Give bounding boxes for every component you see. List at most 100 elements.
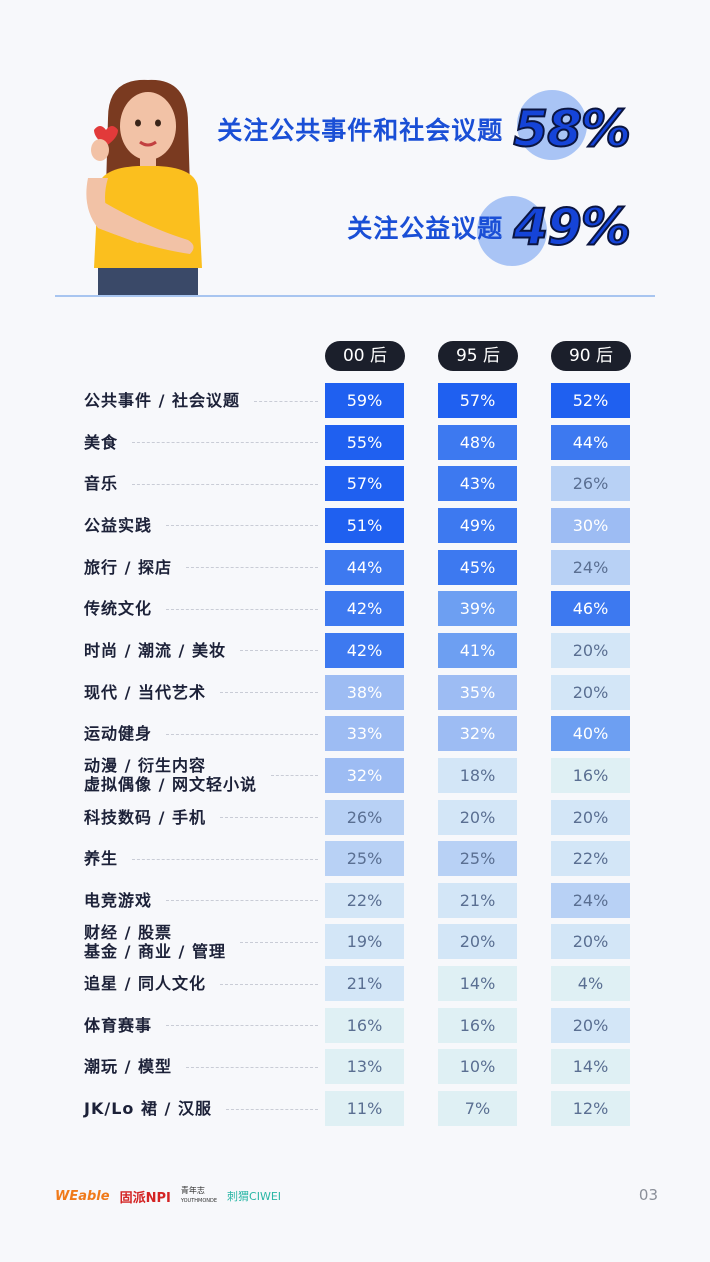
logo-ciwei: 刺猬CIWEI [227,1190,282,1203]
row-label: 体育赛事 [84,1016,152,1035]
row-label: 运动健身 [84,724,152,743]
section-divider [55,295,655,297]
value-cell: 25% [438,841,517,877]
stat-public-welfare: 关注公益议题 49% [347,196,632,266]
row-leader-dots [166,1025,318,1027]
value-cell: 20% [551,1007,630,1043]
value-cell: 44% [551,424,630,460]
woman-illustration [86,79,202,296]
value-cell: 20% [551,632,630,668]
value-cell: 25% [325,841,404,877]
value-cell: 59% [325,383,404,418]
value-cell: 7% [438,1091,517,1127]
row-leader-dots [239,650,318,652]
value-cell: 24% [551,549,630,585]
value-cell: 40% [551,716,630,752]
stat-label: 关注公共事件和社会议题 [217,116,504,145]
row-label: 公共事件 / 社会议题 [84,391,240,410]
column-header: 90 后 [551,341,631,371]
row-label: 现代 / 当代艺术 [84,683,206,702]
value-cell: 12% [551,1091,630,1127]
value-cell: 39% [438,591,517,627]
row-label: 时尚 / 潮流 / 美妆 [84,641,226,660]
value-cell: 32% [325,757,404,793]
row-label-line: 旅行 / 探店 [84,557,172,577]
logo-npi: 固派NPI [119,1190,171,1206]
value-cell: 24% [551,882,630,918]
value-cell: 13% [325,1049,404,1085]
value-cell: 20% [551,799,630,835]
value-cell: 26% [551,466,630,502]
value-cell: 46% [551,591,630,627]
row-leader-dots [166,608,318,610]
row-label-line: 现代 / 当代艺术 [84,682,206,702]
row-label-line: 传统文化 [84,599,153,619]
row-label-line: 财经 / 股票 [84,922,172,942]
row-label: 养生 [84,849,118,868]
row-label-line: 基金 / 商业 / 管理 [84,941,226,961]
logo-qingnianzhi-name: 青年志 [180,1186,205,1195]
row-leader-dots [166,525,318,527]
column-header: 00 后 [325,341,405,371]
value-cell: 20% [551,674,630,710]
row-label-line: 公共事件 / 社会议题 [84,391,240,410]
value-cell: 42% [325,632,404,668]
value-cell: 55% [325,424,404,460]
logo-weable: WEable [55,1188,110,1204]
value-cell: 30% [551,507,630,543]
row-label-line: 追星 / 同人文化 [84,974,206,994]
page-number: 03 [638,1186,658,1204]
logo-qingnianzhi-sub: YOUTHMONDE [180,1198,218,1204]
row-label: 动漫 / 衍生内容 虚拟偶像 / 网文轻小说 [84,756,257,794]
value-cell: 20% [551,924,630,960]
value-cell: 44% [325,549,404,585]
value-cell: 16% [551,757,630,793]
row-leader-dots [225,1108,318,1110]
value-cell: 14% [551,1049,630,1085]
value-cell: 43% [438,466,517,502]
value-cell: 4% [551,966,630,1002]
row-leader-dots [220,692,318,694]
footer-logos: WEable 固派NPI 青年志 YOUTHMONDE 刺猬CIWEI [55,1186,281,1206]
value-cell: 22% [551,841,630,877]
value-cell: 14% [438,966,517,1002]
value-cell: 21% [438,882,517,918]
row-leader-dots [132,858,318,860]
row-label: 旅行 / 探店 [84,558,172,577]
value-cell: 20% [438,924,517,960]
row-leader-dots [186,1066,318,1068]
row-leader-dots [186,567,318,569]
row-label-line: 电竞游戏 [84,890,153,910]
stat-value: 58% [512,99,632,159]
row-leader-dots [254,400,318,402]
stat-circle [477,196,548,266]
row-leader-dots [239,941,318,943]
hero-section: 关注公共事件和社会议题 58% 关注公益议题 49% [0,0,710,300]
value-cell: 45% [438,549,517,585]
row-label: 电竞游戏 [84,891,152,910]
row-label: 潮玩 / 模型 [84,1057,172,1076]
row-label-line: 美食 [84,432,119,452]
value-cell: 57% [325,466,404,502]
value-cell: 38% [325,674,404,710]
row-label-line: 动漫 / 衍生内容 [84,756,206,776]
row-label-line: 养生 [84,849,119,869]
stat-label: 关注公益议题 [347,214,504,243]
row-leader-dots [132,442,318,444]
value-cell: 10% [438,1049,517,1085]
logo-qingnianzhi: 青年志 YOUTHMONDE [181,1186,217,1206]
row-label-line: 时尚 / 潮流 / 美妆 [84,640,226,660]
row-label-line: 体育赛事 [84,1015,153,1035]
row-leader-dots [132,483,318,485]
row-label: 公益实践 [84,516,152,535]
row-label: 追星 / 同人文化 [84,974,206,993]
stat-public-events: 关注公共事件和社会议题 58% [217,90,632,160]
value-cell: 35% [438,674,517,710]
row-label: 科技数码 / 手机 [84,808,206,827]
row-label-line: 科技数码 / 手机 [84,807,206,827]
row-leader-dots [271,775,318,777]
row-label-line: 运动健身 [84,724,153,744]
value-cell: 16% [325,1007,404,1043]
row-leader-dots [220,983,318,985]
value-cell: 48% [438,424,517,460]
